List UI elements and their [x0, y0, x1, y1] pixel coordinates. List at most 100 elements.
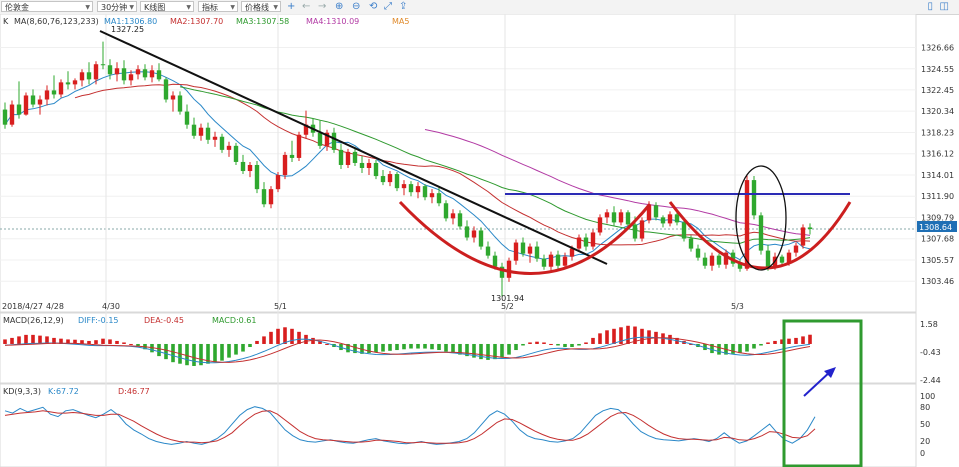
candle-body: [646, 205, 652, 221]
macd-bar: [416, 343, 420, 349]
candle-body: [793, 245, 799, 253]
macd-bar: [605, 330, 609, 344]
chevron-down-icon: ▼: [186, 4, 191, 11]
macd-bar: [472, 343, 476, 358]
spike-highlight-ellipse: [735, 165, 787, 271]
candle-body: [730, 252, 736, 264]
zoom-in-icon[interactable]: ⊕: [335, 1, 344, 12]
chevron-down-icon: ▼: [273, 4, 278, 11]
ma-params: MA(8,60,76,123,233): [14, 17, 99, 26]
macd-bar: [752, 343, 756, 349]
price-line-select[interactable]: 价格线 ▼: [241, 1, 281, 12]
macd-bar: [220, 343, 224, 361]
crosshair-icon[interactable]: +: [287, 1, 296, 12]
macd-bar: [766, 342, 770, 344]
macd-bar: [507, 343, 511, 355]
candle-body: [506, 260, 512, 278]
price-tick-label: 1314.01: [921, 171, 954, 180]
kd-k-line: [4, 406, 816, 445]
symbol-select[interactable]: 伦敦金 ▼: [1, 1, 93, 12]
candle-body: [359, 162, 365, 168]
macd-bar: [150, 343, 154, 353]
candle-body: [352, 151, 358, 163]
macd-panel-frame: [0, 312, 917, 384]
macd-bar: [563, 343, 567, 348]
candle-body: [170, 95, 176, 100]
macd-bar: [52, 337, 56, 344]
macd-bar: [710, 343, 714, 354]
period-select[interactable]: 30分钟 ▼: [97, 1, 137, 12]
candle-body: [569, 248, 575, 257]
candle-body: [345, 151, 351, 165]
macd-bar: [465, 343, 469, 357]
macd-bar: [451, 343, 455, 354]
candle-body: [79, 72, 85, 81]
macd-bar: [738, 343, 742, 354]
candle-body: [786, 252, 792, 263]
zoom-out-icon[interactable]: ⊖: [352, 1, 361, 12]
second-bottom-arc: [668, 201, 852, 270]
macd-bar: [458, 343, 462, 355]
candle-body: [716, 255, 722, 265]
macd-bar: [395, 343, 399, 351]
candle-body: [562, 256, 568, 266]
chart-kind-select[interactable]: K线图 ▼: [140, 1, 194, 12]
macd-bar: [717, 343, 721, 355]
macd-bar: [388, 343, 392, 351]
macd-bar: [136, 343, 140, 347]
macd-bar: [290, 328, 294, 344]
candle-body: [65, 82, 71, 85]
macd-bar: [262, 336, 266, 344]
macd-bar: [633, 326, 637, 344]
macd-bar: [213, 343, 217, 363]
kd-lines: [4, 406, 816, 445]
candle-body: [163, 79, 169, 100]
macd-bar: [31, 334, 35, 344]
macd-bar: [199, 343, 203, 366]
candle-body: [338, 149, 344, 165]
macd-bar: [514, 343, 518, 351]
candle-body: [107, 65, 113, 75]
candle-body: [317, 132, 323, 146]
ma5-value: MA5: [392, 17, 409, 26]
macd-bar: [486, 343, 490, 360]
candle-body: [121, 68, 127, 81]
macd-bar: [248, 343, 252, 348]
kd-d-value: D:46.77: [118, 387, 150, 396]
macd-bar: [122, 342, 126, 344]
share-icon[interactable]: ⇪: [399, 1, 408, 12]
reset-icon[interactable]: ⟲: [369, 1, 378, 12]
candle-body: [226, 145, 232, 150]
candle-body: [681, 222, 687, 239]
candle-body: [688, 238, 694, 249]
macd-tick-bottom: -2.44: [920, 376, 941, 385]
macd-bar: [787, 338, 791, 344]
macd-diff-line: [4, 336, 811, 364]
candle-body: [611, 212, 617, 223]
macd-diff-value: DIFF:-0.15: [78, 316, 119, 325]
low-price-label: 1301.94: [491, 294, 524, 303]
arrow-right-icon[interactable]: →: [318, 1, 327, 12]
candle-body: [212, 136, 218, 140]
candle-body: [233, 145, 239, 162]
macd-bar: [773, 340, 777, 344]
macd-bar: [171, 343, 175, 363]
arrow-left-icon[interactable]: ←: [302, 1, 311, 12]
indicator-label: 指标: [202, 3, 218, 12]
candle-body: [751, 180, 757, 216]
fullscreen-icon[interactable]: ⤢: [384, 1, 392, 12]
candle-body: [604, 212, 610, 218]
candle-body: [576, 237, 582, 249]
macd-bar: [3, 339, 7, 344]
indicator-select[interactable]: 指标 ▼: [198, 1, 238, 12]
macd-bar: [745, 343, 749, 352]
macd-bar: [297, 331, 301, 344]
panel-split-icon[interactable]: ◫: [939, 1, 949, 12]
candle-body: [2, 109, 8, 125]
candle-body: [205, 127, 211, 140]
signal-highlight-box: [782, 319, 863, 467]
macd-bar: [500, 343, 504, 358]
date-label: 5/2: [501, 302, 514, 311]
macd-bar: [591, 337, 595, 344]
panel-toggle-icon[interactable]: ▯: [927, 1, 933, 12]
